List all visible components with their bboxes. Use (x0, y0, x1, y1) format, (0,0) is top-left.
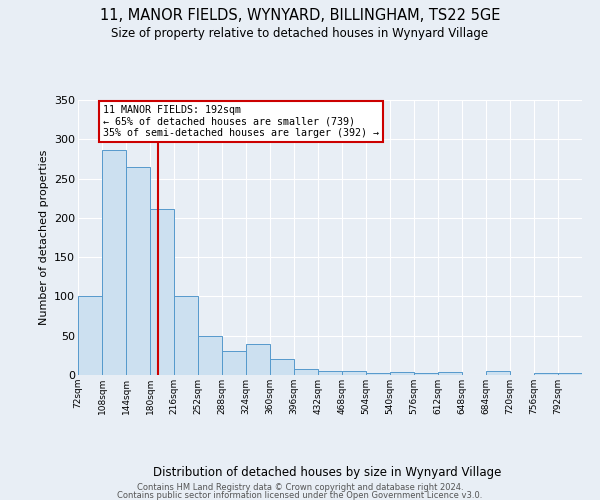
Bar (534, 372, 558, 375)
Bar (270, 360, 294, 375)
Text: 11 MANOR FIELDS: 192sqm
← 65% of detached houses are smaller (739)
35% of semi-d: 11 MANOR FIELDS: 192sqm ← 65% of detache… (103, 104, 379, 138)
Text: Distribution of detached houses by size in Wynyard Village: Distribution of detached houses by size … (153, 466, 501, 479)
Bar (294, 368, 318, 375)
Bar (390, 372, 414, 375)
Bar (174, 296, 198, 375)
Text: Size of property relative to detached houses in Wynyard Village: Size of property relative to detached ho… (112, 28, 488, 40)
Text: 11, MANOR FIELDS, WYNYARD, BILLINGHAM, TS22 5GE: 11, MANOR FIELDS, WYNYARD, BILLINGHAM, T… (100, 8, 500, 22)
Bar (414, 374, 438, 375)
Text: Contains public sector information licensed under the Open Government Licence v3: Contains public sector information licen… (118, 492, 482, 500)
Bar (222, 352, 246, 375)
Bar (126, 167, 150, 375)
Bar (342, 371, 366, 375)
Bar (558, 374, 582, 375)
Bar (78, 296, 102, 375)
Y-axis label: Number of detached properties: Number of detached properties (38, 150, 49, 325)
Bar (438, 372, 462, 375)
Bar (246, 344, 270, 375)
Text: Contains HM Land Registry data © Crown copyright and database right 2024.: Contains HM Land Registry data © Crown c… (137, 482, 463, 492)
Bar (102, 150, 126, 375)
Bar (366, 372, 390, 375)
Bar (318, 371, 342, 375)
Bar (150, 209, 174, 375)
Bar (198, 336, 222, 375)
Bar (486, 371, 510, 375)
